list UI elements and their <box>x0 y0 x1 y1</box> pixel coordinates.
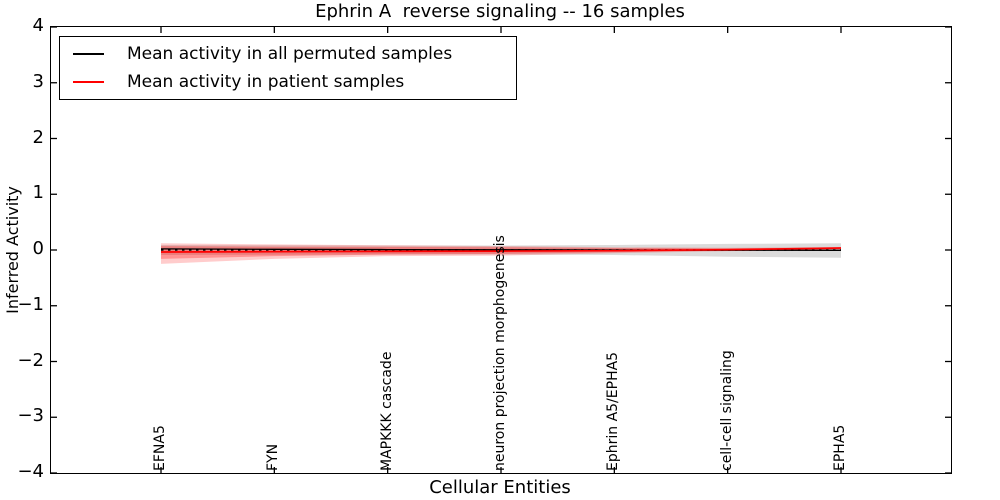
x-tick-label: cell-cell signaling <box>718 350 735 471</box>
chart-canvas <box>51 27 951 473</box>
y-tick-label: −4 <box>17 461 44 482</box>
y-tick-label: −3 <box>17 405 44 427</box>
legend-row: Mean activity in all permuted samples <box>60 40 516 68</box>
legend-label: Mean activity in patient samples <box>127 72 405 92</box>
x-tick-label: EPHA5 <box>832 424 848 471</box>
legend-label: Mean activity in all permuted samples <box>127 44 453 64</box>
y-tick-label: 4 <box>32 15 44 36</box>
chart-title: Ephrin A reverse signaling -- 16 samples <box>315 1 685 22</box>
y-tick-label: 0 <box>32 238 44 259</box>
x-tick-label: Ephrin A5/EPHA5 <box>605 351 622 471</box>
legend-row: Mean activity in patient samples <box>60 68 516 96</box>
y-tick-label: −1 <box>17 293 44 315</box>
y-tick-label: 1 <box>32 182 44 204</box>
legend-line-permuted <box>73 53 104 55</box>
legend-line-patient <box>73 81 104 83</box>
patient-mean-line <box>160 247 842 253</box>
x-tick-label: MAPKKK cascade <box>378 351 395 471</box>
y-tick-label: 3 <box>32 70 44 92</box>
x-tick-label: neuron projection morphogenesis <box>492 235 508 471</box>
y-tick-label: −2 <box>17 349 44 371</box>
patient-samples-std-outer-band <box>161 243 841 264</box>
legend: Mean activity in all permuted samples Mea… <box>59 36 517 100</box>
x-tick-label: EFNA5 <box>152 425 168 471</box>
plot-area: EFNA5 FYN MAPKKK cascade neuron projection … <box>50 26 952 474</box>
y-tick-label: 2 <box>32 126 44 148</box>
x-tick-label: FYN <box>265 443 282 471</box>
x-axis-label: Cellular Entities <box>429 477 571 498</box>
